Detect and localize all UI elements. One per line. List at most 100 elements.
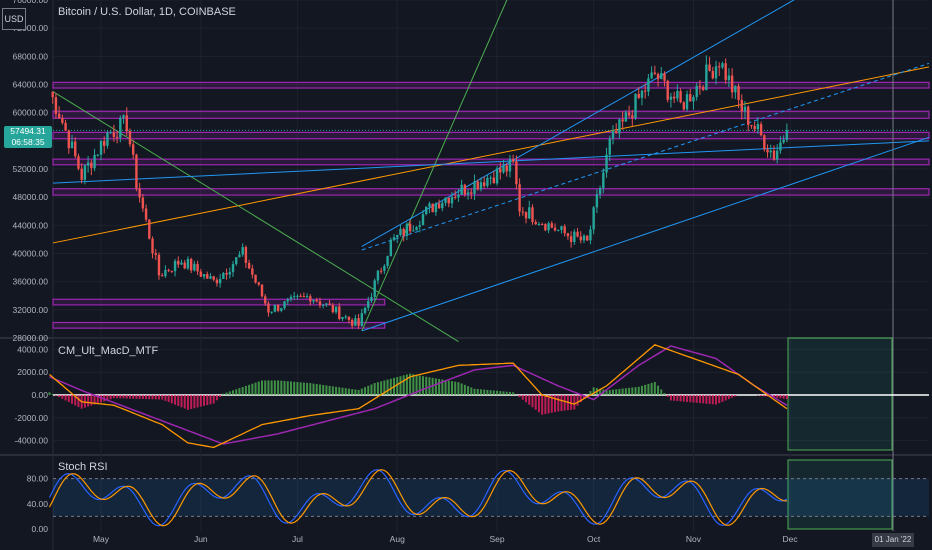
candle-body: [212, 276, 215, 280]
candle-body: [753, 126, 756, 130]
candle-body: [347, 316, 351, 321]
macd-histogram-bar: [273, 380, 276, 395]
time-axis[interactable]: May Jun Jul Aug Sep Oct Nov Dec: [93, 534, 798, 544]
candle-body: [325, 303, 328, 305]
macd-histogram-bar: [727, 395, 730, 400]
macd-histogram-bar: [77, 395, 80, 408]
macd-histogram-bar: [251, 383, 254, 395]
macd-histogram-bar: [508, 391, 511, 395]
candle-body: [392, 237, 396, 240]
candle-body: [679, 91, 682, 103]
candle-body: [441, 202, 444, 209]
candle-body: [399, 228, 402, 235]
candle-body: [321, 304, 325, 306]
candle-body: [115, 136, 119, 138]
macd-histogram-bar: [212, 395, 215, 404]
macd-histogram-bar: [444, 380, 447, 395]
candle-body: [550, 223, 553, 228]
candle-body: [528, 207, 531, 219]
candle-body: [782, 139, 785, 143]
macd-histogram-bar: [87, 395, 90, 407]
candle-body: [701, 86, 705, 90]
macd-histogram-bar: [177, 395, 180, 406]
candle-body: [515, 161, 518, 185]
trendline-green-up: [361, 0, 508, 332]
candle-body: [553, 227, 557, 231]
macd-histogram-bar: [418, 375, 421, 395]
candle-body: [718, 66, 721, 68]
price-axis[interactable]: 28000.00 32000.00 36000.00 40000.00 44000.00…: [13, 0, 49, 534]
price-tick-label: 32000.00: [13, 305, 49, 315]
stoch-k-line: [48, 469, 788, 527]
support-resistance-zone: [52, 110, 930, 119]
macd-histogram-bar: [190, 395, 193, 409]
candle-body: [177, 260, 180, 265]
macd-histogram-bar: [67, 395, 70, 403]
candle-body: [157, 254, 161, 276]
macd-histogram-bar: [657, 385, 660, 395]
macd-histogram-bar: [322, 384, 325, 395]
candle-body: [457, 194, 460, 198]
candle-body: [621, 119, 624, 122]
price-tick-label: 44000.00: [13, 220, 49, 230]
candle-body: [235, 257, 238, 265]
macd-histogram-bar: [90, 395, 93, 406]
candle-body: [273, 304, 277, 312]
macd-histogram-bar: [782, 395, 785, 399]
candle-body: [370, 296, 373, 301]
candle-body: [776, 150, 779, 160]
macd-histogram-bar: [199, 395, 202, 407]
macd-histogram-bar: [460, 383, 463, 395]
macd-histogram-bar: [679, 395, 682, 402]
macd-histogram-bar: [119, 395, 122, 399]
macd-histogram-bar: [673, 395, 676, 401]
macd-histogram-bar: [338, 387, 341, 395]
macd-histogram-bar: [554, 395, 557, 413]
candle-body: [473, 181, 476, 194]
macd-histogram-bar: [502, 391, 505, 395]
candle-body: [215, 279, 219, 284]
macd-histogram-bar: [644, 384, 647, 395]
macd-histogram-bar: [196, 395, 199, 408]
macd-histogram-bar: [331, 386, 334, 395]
macd-histogram-bar: [309, 383, 312, 395]
candle-body: [605, 154, 608, 173]
macd-histogram-bar: [132, 395, 135, 399]
candle-body: [396, 234, 399, 238]
candle-body: [51, 91, 54, 98]
macd-histogram-bar: [434, 378, 437, 395]
macd-histogram-bar: [589, 391, 592, 395]
candle-body: [737, 86, 740, 100]
macd-histogram-bar: [215, 395, 218, 401]
crosshair-date: 01 Jan '22: [874, 535, 912, 544]
macd-histogram-bar: [663, 393, 666, 395]
macd-histogram-bar: [583, 395, 585, 399]
candle-body: [289, 296, 293, 300]
macd-histogram-bar: [721, 395, 724, 402]
macd-histogram-bar: [660, 389, 663, 395]
macd-histogram-bar: [496, 390, 499, 395]
candle-body: [93, 154, 96, 169]
candle-body: [711, 70, 714, 79]
macd-histogram-bar: [560, 395, 563, 412]
macd-histogram-bar: [222, 393, 225, 395]
candle-body: [132, 144, 135, 155]
candle-body: [560, 226, 563, 230]
macd-histogram-bar: [71, 395, 74, 404]
candle-body: [743, 106, 747, 112]
macd-histogram-bar: [186, 395, 189, 410]
macd-histogram-bar: [479, 389, 482, 395]
candle-body: [54, 97, 58, 114]
macd-histogram-bar: [238, 388, 241, 395]
macd-histogram-bar: [312, 383, 315, 395]
candle-body: [747, 106, 750, 126]
candle-body: [334, 306, 338, 313]
macd-histogram-bar: [325, 385, 328, 395]
support-resistance-zone: [52, 131, 930, 140]
candle-body: [86, 162, 90, 166]
support-resistance-zone: [52, 188, 930, 196]
macd-histogram-bar: [74, 395, 77, 406]
macd-histogram-bar: [58, 395, 61, 398]
macd-signal-line: [49, 345, 788, 445]
